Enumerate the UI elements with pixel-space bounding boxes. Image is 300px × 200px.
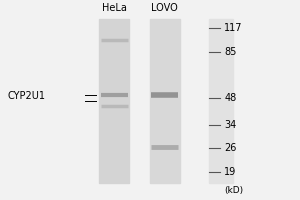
Text: 48: 48 — [224, 93, 237, 103]
Text: CYP2U1: CYP2U1 — [7, 91, 45, 101]
Bar — [150, 19, 180, 183]
Text: 26: 26 — [224, 143, 237, 153]
Text: LOVO: LOVO — [152, 3, 178, 13]
Bar — [100, 19, 129, 183]
Bar — [209, 19, 233, 183]
Text: 117: 117 — [224, 23, 243, 33]
Text: HeLa: HeLa — [102, 3, 127, 13]
Text: 19: 19 — [224, 167, 237, 177]
Text: 34: 34 — [224, 120, 237, 130]
Text: 85: 85 — [224, 47, 237, 57]
Text: (kD): (kD) — [224, 186, 243, 195]
